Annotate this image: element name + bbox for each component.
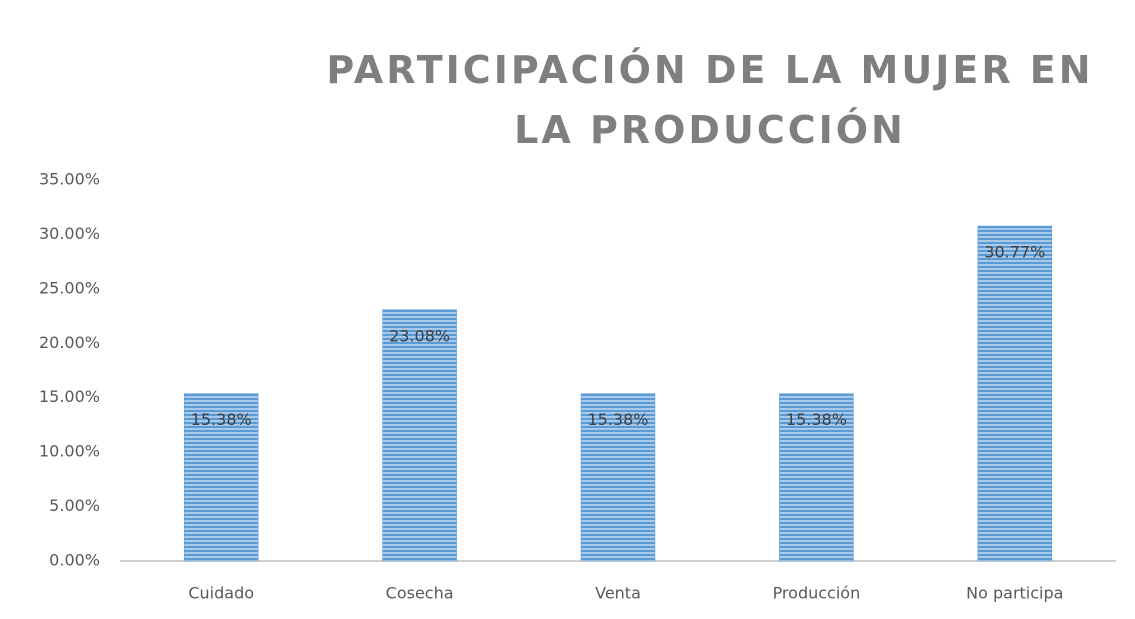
chart-title: PARTICIPACIÓN DE LA MUJER EN LA PRODUCCI… xyxy=(326,48,1094,152)
bar xyxy=(183,393,259,562)
y-tick-label: 25.00% xyxy=(39,278,100,297)
y-tick-label: 30.00% xyxy=(39,224,100,243)
y-tick-label: 20.00% xyxy=(39,333,100,352)
y-tick-label: 0.00% xyxy=(49,551,100,570)
x-tick-label: Cosecha xyxy=(386,584,454,603)
y-tick-label: 5.00% xyxy=(49,496,100,515)
y-tick-label: 10.00% xyxy=(39,442,100,461)
data-label: 30.77% xyxy=(984,243,1045,262)
data-label: 15.38% xyxy=(587,410,648,429)
bar xyxy=(580,393,656,562)
y-tick-label: 35.00% xyxy=(39,170,100,189)
data-label: 23.08% xyxy=(389,326,450,345)
data-label: 15.38% xyxy=(786,410,847,429)
x-tick-label: Producción xyxy=(773,584,861,603)
bar xyxy=(382,309,457,562)
x-tick-label: No participa xyxy=(966,584,1063,603)
y-tick-label: 15.00% xyxy=(39,387,100,406)
bar xyxy=(977,225,1053,562)
x-tick-label: Venta xyxy=(595,584,641,603)
bar xyxy=(779,393,854,562)
data-label: 15.38% xyxy=(191,410,252,429)
x-tick-label: Cuidado xyxy=(188,584,254,603)
